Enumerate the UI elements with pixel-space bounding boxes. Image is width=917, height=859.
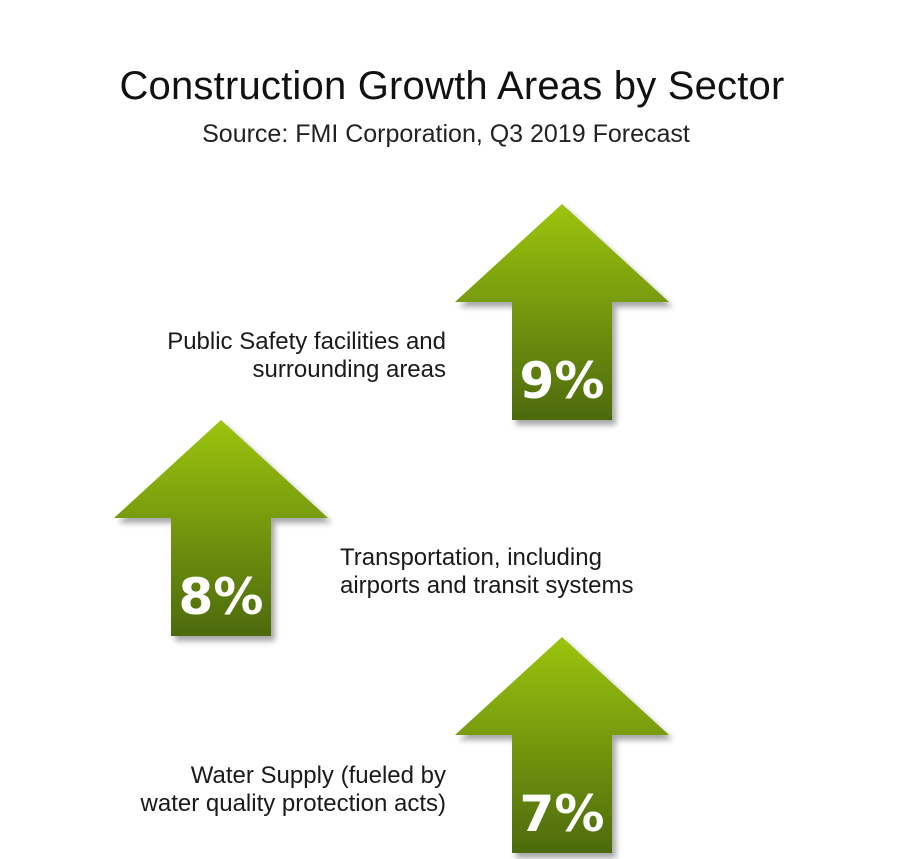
arrow-transportation: 8% [114, 420, 328, 636]
arrow-shape-public-safety [455, 204, 669, 420]
sector-label-water-supply: Water Supply (fueled by water quality pr… [140, 762, 446, 817]
arrow-shape-water-supply [455, 637, 669, 853]
chart-title: Construction Growth Areas by Sector [119, 64, 785, 108]
value-label-water-supply: 7% [520, 785, 605, 843]
value-label-public-safety: 9% [520, 352, 605, 410]
chart-subtitle: Source: FMI Corporation, Q3 2019 Forecas… [202, 120, 690, 148]
arrow-water-supply: 7% [455, 637, 669, 853]
sector-label-transportation: Transportation, including airports and t… [340, 544, 634, 599]
value-label-transportation: 8% [179, 568, 264, 626]
arrows-layer: 9% 8% 7% [114, 204, 669, 853]
sector-label-public-safety: Public Safety facilities and surrounding… [167, 328, 446, 383]
arrow-public-safety: 9% [455, 204, 669, 420]
arrow-shape-transportation [114, 420, 328, 636]
